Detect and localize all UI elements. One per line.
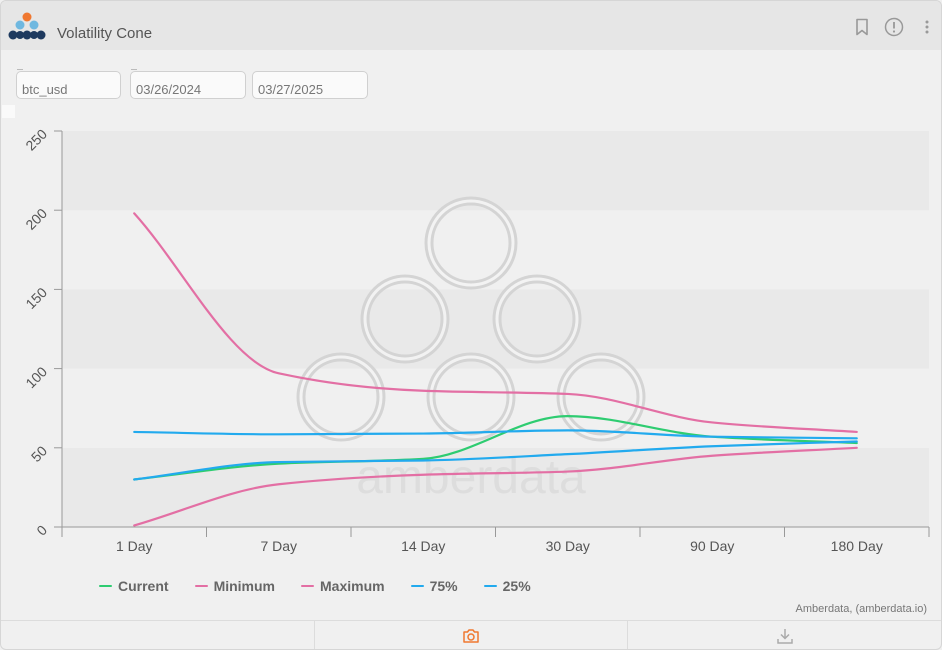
series-lines [133,212,858,527]
legend-item-current[interactable]: Current [99,577,169,595]
legend-label: Maximum [320,578,385,594]
more-vertical-icon[interactable] [917,17,937,37]
series-line-maximum[interactable] [133,212,858,434]
y-tick-label: 100 [22,363,50,391]
plot-band [62,131,929,211]
panel-footer [1,620,941,649]
series-line-75pct[interactable] [133,429,858,440]
start-date-field[interactable] [130,69,246,99]
bookmark-icon[interactable] [852,17,872,37]
y-tick-label: 250 [22,126,50,154]
legend-label: Minimum [213,578,276,594]
x-tick-label: 1 Day [116,538,153,554]
y-tick-label: 0 [33,522,50,539]
x-tick-label: 180 Day [831,538,883,554]
legend-item-minimum[interactable]: Minimum [194,577,276,595]
legend-swatch [194,585,208,587]
y-tick-label: 150 [22,284,50,312]
legend-label: 75% [429,578,458,594]
x-tick-label: 90 Day [690,538,734,554]
legend-label: 25% [502,578,531,594]
end-date-input[interactable] [253,80,367,99]
legend-label: Current [118,578,169,594]
panel-title: Volatility Cone [57,25,153,42]
y-tick-label: 200 [22,205,50,233]
x-tick-label: 14 Day [401,538,445,554]
plot-band [62,368,929,448]
legend-item-75pct[interactable]: 75% [410,577,458,595]
asset-select[interactable] [16,69,121,99]
legend-swatch [99,585,112,587]
end-date-field[interactable] [252,71,368,99]
info-icon[interactable] [884,17,904,37]
download-icon [776,628,793,644]
screenshot-button[interactable] [315,621,629,649]
series-line-minimum[interactable] [133,446,858,527]
asset-input[interactable] [17,80,120,99]
download-button[interactable] [628,621,941,649]
legend-swatch [410,585,424,587]
legend-item-maximum[interactable]: Maximum [301,577,385,595]
legend-swatch [301,585,315,587]
camera-icon [463,628,479,643]
chart-credit: Amberdata, (amberdata.io) [795,603,927,615]
amberdata-logo-icon [8,12,46,40]
chart-legend: Current Minimum Maximum 75% 25% [99,577,557,595]
series-line-25pct[interactable] [133,440,858,481]
reset-zoom-box[interactable] [2,105,15,118]
legend-swatch [483,585,497,587]
start-date-input[interactable] [131,80,245,99]
y-tick-label: 50 [28,442,50,464]
panel-header: Volatility Cone [1,1,941,50]
footer-blank-cell [1,621,315,649]
legend-item-25pct[interactable]: 25% [483,577,531,595]
plot-band [62,447,929,527]
x-tick-label: 7 Day [260,538,297,554]
x-tick-label: 30 Day [546,538,590,554]
